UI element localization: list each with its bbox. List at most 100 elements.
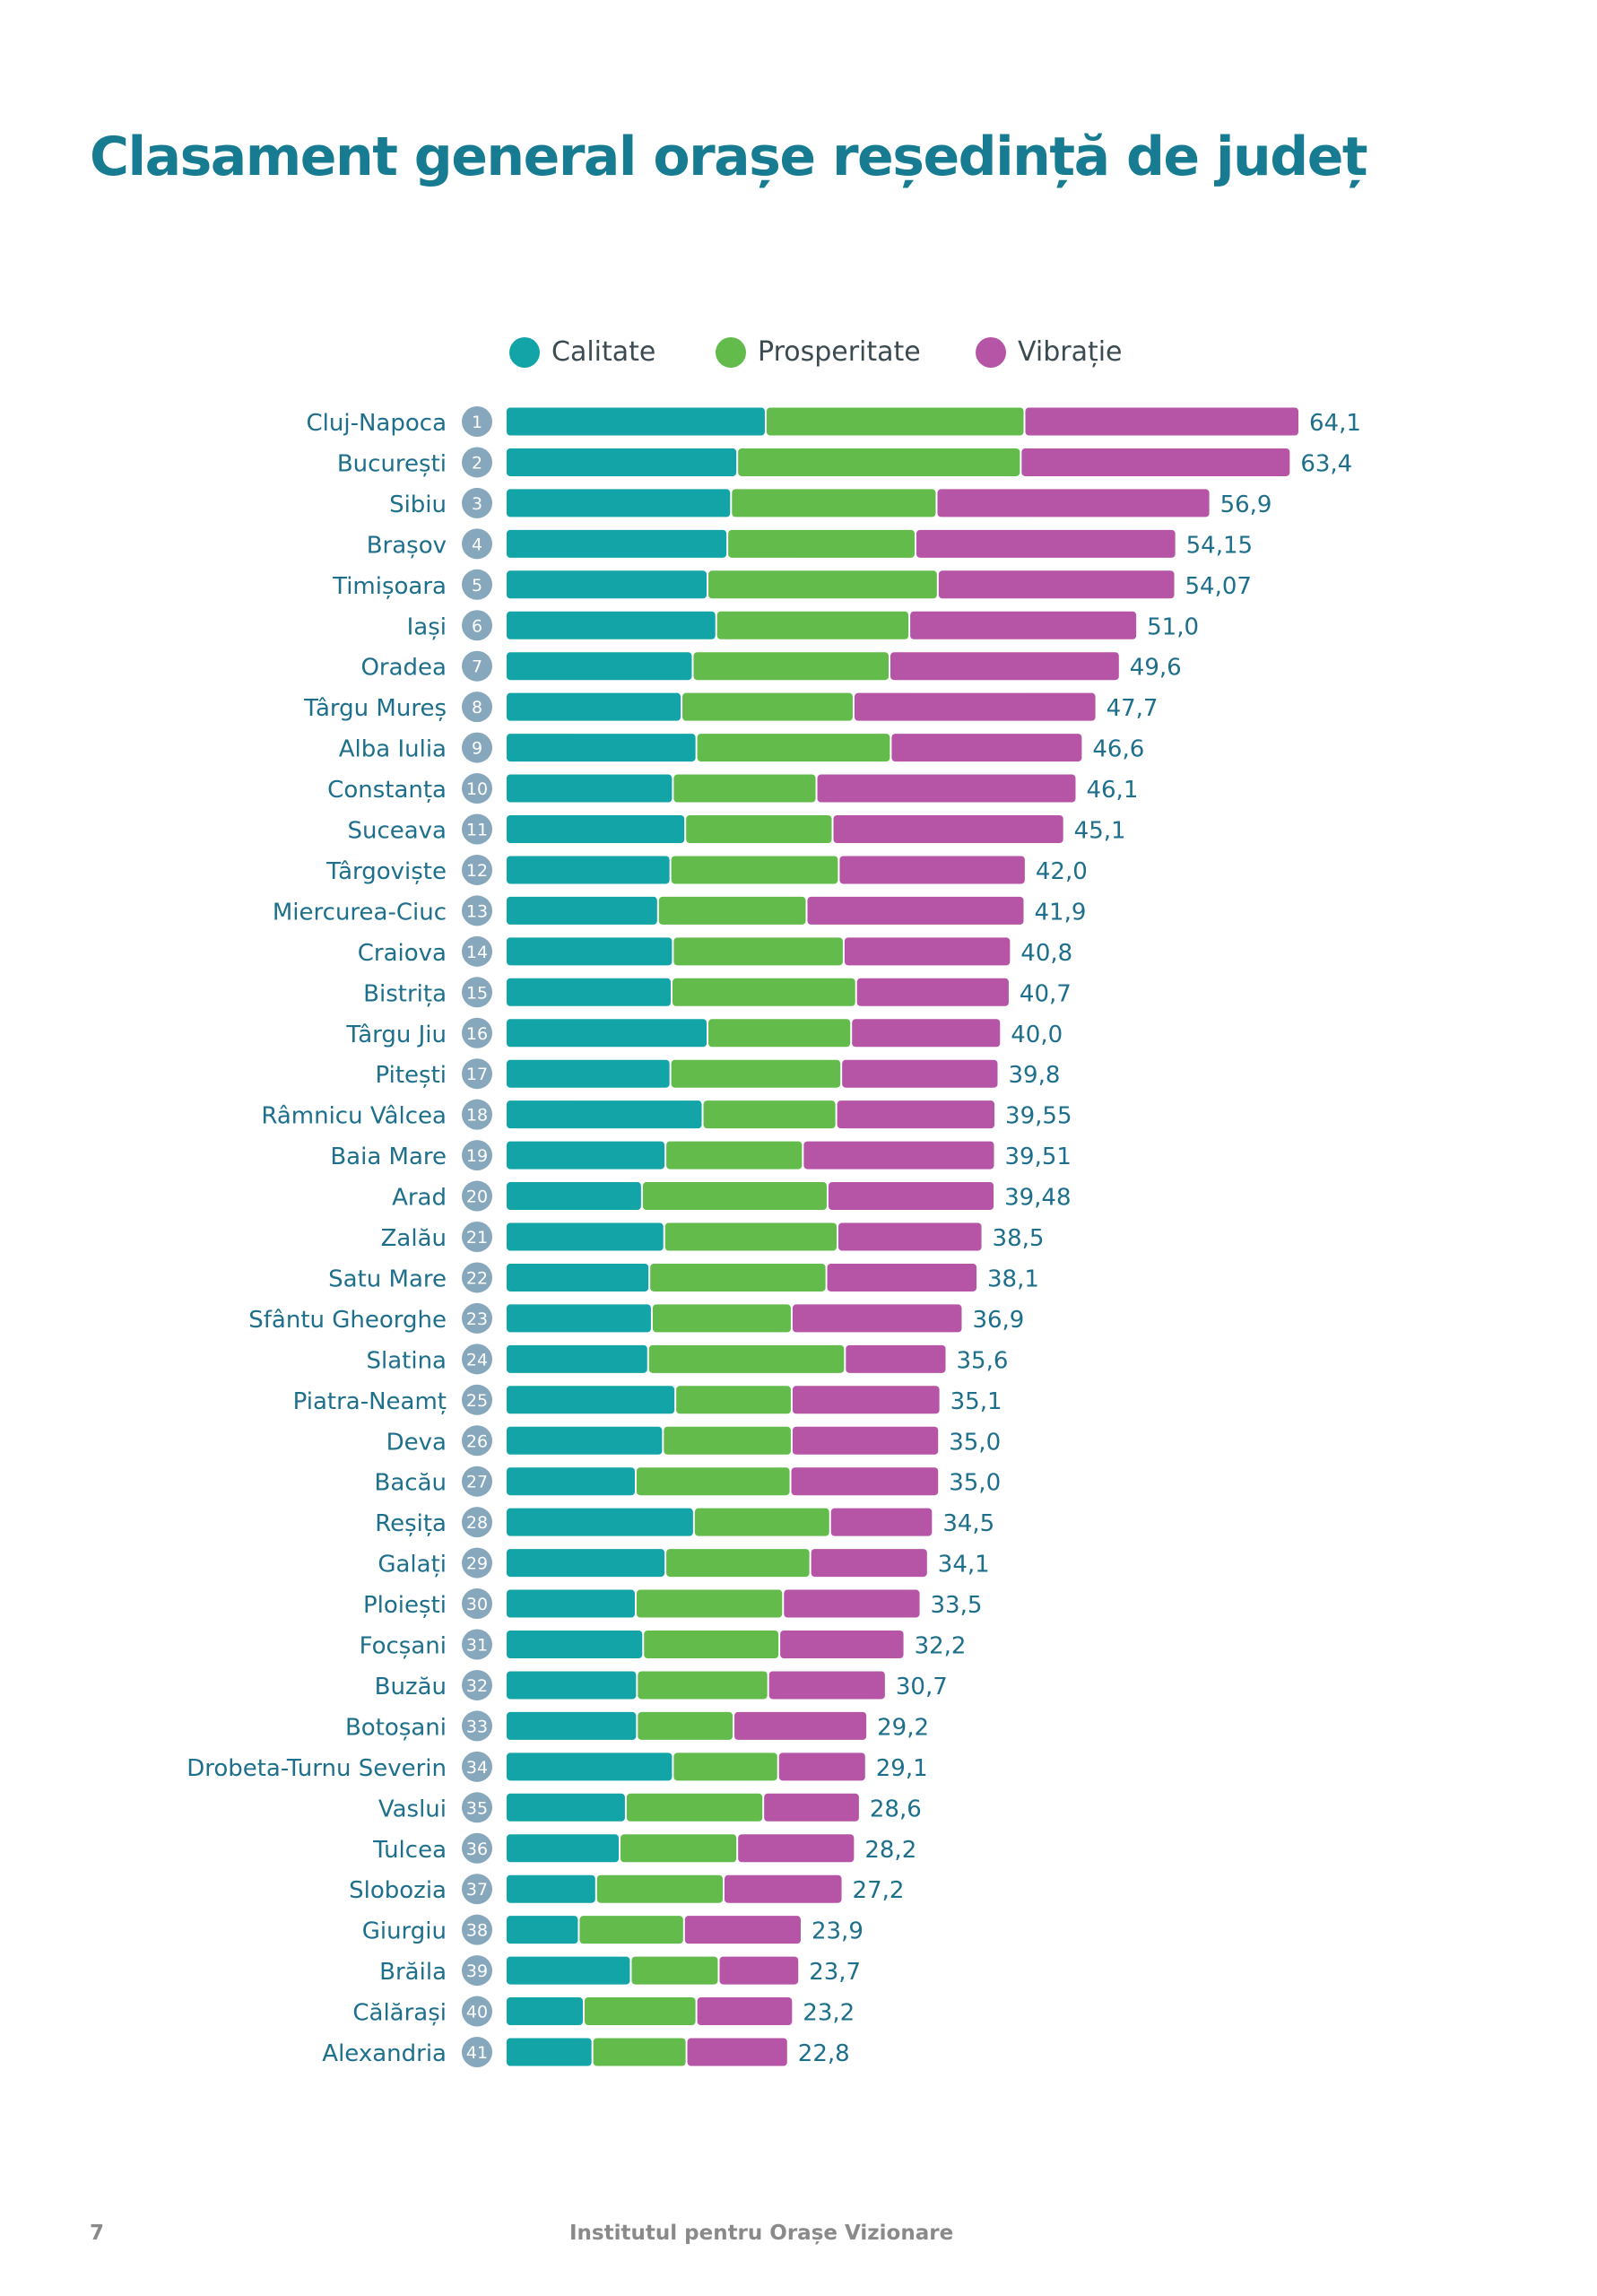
bar-segment-vibratie	[684, 1916, 801, 1944]
bar-segment-vibratie	[792, 1426, 939, 1455]
rank-badge	[462, 935, 492, 967]
bar-segment-vibratie	[734, 1711, 867, 1740]
total-value-label: 35,6	[957, 1347, 1009, 1374]
bar-segment-vibratie	[846, 1344, 946, 1373]
bar-segment-vibratie	[1025, 407, 1298, 436]
legend-item-1: Calitate	[509, 336, 655, 368]
bar-segment-prosperitate	[579, 1916, 683, 1944]
rank-badge	[462, 1874, 492, 1905]
rank-badge	[462, 1262, 492, 1293]
legend-swatch	[976, 337, 1006, 368]
rank-number: 9	[472, 739, 482, 759]
rank-badge	[462, 610, 492, 641]
city-label: Alba Iulia	[339, 736, 447, 763]
bar-segment-prosperitate	[636, 1589, 783, 1618]
bar-segment-prosperitate	[673, 937, 843, 966]
rank-number: 20	[466, 1187, 488, 1207]
rank-number: 18	[466, 1106, 488, 1126]
bar-segment-vibratie	[910, 611, 1137, 639]
city-label: Iași	[407, 613, 447, 640]
total-value-label: 42,0	[1036, 858, 1088, 885]
rank-number: 8	[472, 698, 482, 718]
bar-segment-vibratie	[891, 734, 1082, 762]
rank-badge	[462, 1914, 492, 1945]
bar-segment-prosperitate	[638, 1671, 768, 1700]
city-label: Zalău	[381, 1225, 447, 1252]
rank-badge	[462, 1832, 492, 1864]
bar-segment-calitate	[507, 1631, 643, 1658]
chart-row: Craiova 14 40,8	[358, 935, 1072, 967]
total-value-label: 47,7	[1107, 695, 1159, 722]
bar-segment-calitate	[507, 1263, 649, 1292]
bar-segment-prosperitate	[693, 652, 890, 681]
chart-row: Slobozia 37 27,2	[349, 1874, 904, 1905]
total-value-label: 54,07	[1185, 573, 1252, 600]
rank-badge	[462, 1099, 492, 1130]
chart-row: Iași 6 51,0	[407, 610, 1199, 641]
bar-segment-calitate	[507, 1671, 637, 1700]
bar-segment-calitate	[507, 2038, 592, 2066]
bar-segment-calitate	[507, 1834, 620, 1863]
total-value-label: 23,9	[812, 1918, 864, 1945]
total-value-label: 23,7	[809, 1959, 861, 1986]
city-label: București	[337, 450, 447, 477]
bar-segment-calitate	[507, 856, 670, 884]
rank-number: 12	[466, 861, 488, 881]
bar-segment-vibratie	[724, 1874, 842, 1903]
chart-row: Focșani 31 32,2	[360, 1629, 966, 1660]
bar-segment-vibratie	[780, 1631, 904, 1658]
rank-badge	[462, 1425, 492, 1457]
city-label: Constanța	[327, 777, 447, 804]
city-label: Giurgiu	[362, 1918, 447, 1945]
rank-number: 14	[466, 943, 488, 962]
bar-segment-vibratie	[803, 1141, 994, 1170]
rank-badge	[462, 1629, 492, 1660]
total-value-label: 41,9	[1034, 899, 1086, 926]
chart-row: București 2 63,4	[337, 447, 1352, 478]
bar-segment-calitate	[507, 692, 681, 721]
chart-row: Suceava 11 45,1	[347, 813, 1126, 845]
rank-number: 39	[466, 1961, 488, 1981]
city-label: Târgu Jiu	[345, 1022, 447, 1048]
bar-segment-vibratie	[890, 652, 1119, 681]
total-value-label: 34,5	[942, 1510, 994, 1537]
bar-segment-calitate	[507, 1019, 707, 1048]
bar-segment-calitate	[507, 815, 685, 843]
rank-number: 36	[466, 1839, 488, 1859]
total-value-label: 39,55	[1005, 1103, 1072, 1130]
bar-segment-prosperitate	[636, 1467, 790, 1496]
rank-number: 4	[472, 535, 482, 554]
bar-segment-vibratie	[852, 1019, 1001, 1048]
rank-badge	[462, 1547, 492, 1578]
bar-segment-vibratie	[856, 978, 1009, 1006]
bar-segment-prosperitate	[716, 611, 909, 639]
rank-number: 28	[466, 1513, 488, 1533]
city-label: Galați	[378, 1552, 447, 1578]
city-label: Miercurea-Ciuc	[273, 899, 447, 926]
bar-segment-calitate	[507, 1752, 673, 1781]
rank-number: 38	[466, 1921, 488, 1941]
city-label: Slobozia	[349, 1877, 447, 1904]
bar-segment-prosperitate	[638, 1711, 733, 1740]
rank-badge	[462, 1344, 492, 1375]
bar-segment-calitate	[507, 489, 731, 517]
legend-swatch	[716, 337, 746, 368]
city-label: Tulcea	[372, 1837, 447, 1864]
bar-segment-prosperitate	[671, 856, 838, 884]
bar-segment-prosperitate	[673, 774, 816, 803]
city-label: Pitești	[376, 1062, 447, 1089]
bar-segment-vibratie	[817, 774, 1076, 803]
bar-segment-calitate	[507, 1711, 637, 1740]
chart-row: Reșița 28 34,5	[375, 1507, 994, 1538]
total-value-label: 28,6	[870, 1796, 922, 1822]
chart-row: Alexandria 41 22,8	[322, 2037, 850, 2067]
rank-number: 40	[466, 2003, 488, 2022]
rank-badge	[462, 773, 492, 804]
rank-badge	[462, 1180, 492, 1212]
total-value-label: 39,48	[1004, 1185, 1071, 1212]
chart-row: Târgoviște 12 42,0	[325, 854, 1088, 885]
total-value-label: 22,8	[798, 2040, 850, 2067]
bar-segment-vibratie	[768, 1671, 885, 1700]
total-value-label: 39,51	[1004, 1144, 1071, 1170]
rank-number: 25	[466, 1391, 488, 1411]
